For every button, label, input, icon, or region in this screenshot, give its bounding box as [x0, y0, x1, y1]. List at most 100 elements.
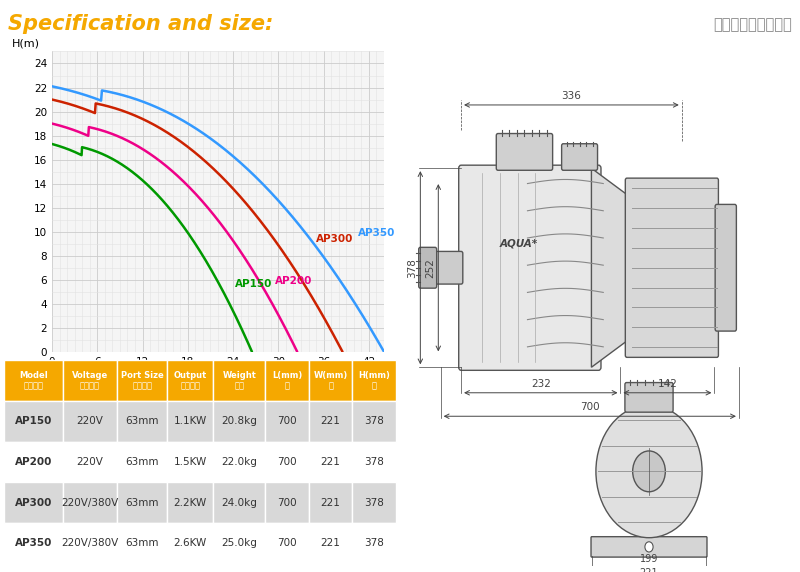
- Text: 24.0kg: 24.0kg: [222, 498, 257, 507]
- Text: 221: 221: [640, 567, 658, 572]
- Text: Output
输出功率: Output 输出功率: [174, 371, 207, 390]
- Bar: [118, 442, 167, 482]
- Bar: [309, 523, 353, 563]
- Text: 221: 221: [321, 538, 341, 548]
- Bar: [4, 442, 62, 482]
- Bar: [309, 442, 353, 482]
- Bar: [353, 482, 396, 523]
- Text: 技术参数及产品尺寸: 技术参数及产品尺寸: [714, 17, 792, 32]
- Text: 220V/380V: 220V/380V: [62, 538, 118, 548]
- Bar: [167, 360, 213, 401]
- Text: 378: 378: [364, 416, 384, 426]
- Text: Voltage
额定电压: Voltage 额定电压: [72, 371, 108, 390]
- Text: 2.2KW: 2.2KW: [174, 498, 207, 507]
- Bar: [266, 523, 309, 563]
- FancyBboxPatch shape: [458, 165, 601, 370]
- Text: Specification and size:: Specification and size:: [8, 14, 274, 34]
- Text: AQUA*: AQUA*: [499, 239, 538, 249]
- Bar: [213, 360, 266, 401]
- Text: L(mm)
长: L(mm) 长: [272, 371, 302, 390]
- Bar: [266, 442, 309, 482]
- Bar: [167, 442, 213, 482]
- Bar: [213, 401, 266, 442]
- Text: AP200: AP200: [14, 457, 52, 467]
- Text: 20.8kg: 20.8kg: [222, 416, 257, 426]
- Text: 1.5KW: 1.5KW: [174, 457, 207, 467]
- Text: 378: 378: [407, 258, 417, 277]
- Bar: [266, 482, 309, 523]
- Text: 378: 378: [364, 457, 384, 467]
- Bar: [4, 482, 62, 523]
- Bar: [4, 401, 62, 442]
- Text: 220V: 220V: [77, 416, 103, 426]
- Text: AP150: AP150: [234, 279, 272, 289]
- Text: 700: 700: [278, 498, 297, 507]
- Text: 378: 378: [364, 538, 384, 548]
- Text: W(mm)
宽: W(mm) 宽: [314, 371, 348, 390]
- Bar: [353, 401, 396, 442]
- FancyBboxPatch shape: [418, 247, 437, 288]
- Text: AP200: AP200: [274, 276, 312, 285]
- Text: 63mm: 63mm: [126, 416, 159, 426]
- Text: 63mm: 63mm: [126, 457, 159, 467]
- Text: Port Size
接口尺寸: Port Size 接口尺寸: [121, 371, 164, 390]
- Bar: [62, 482, 118, 523]
- Bar: [4, 360, 62, 401]
- Bar: [353, 523, 396, 563]
- Text: AP300: AP300: [316, 234, 354, 244]
- Bar: [62, 360, 118, 401]
- Bar: [167, 523, 213, 563]
- Text: 700: 700: [278, 538, 297, 548]
- Bar: [167, 482, 213, 523]
- Text: H(m): H(m): [12, 38, 40, 49]
- Bar: [118, 360, 167, 401]
- Bar: [353, 360, 396, 401]
- FancyBboxPatch shape: [562, 144, 598, 170]
- Text: 378: 378: [364, 498, 384, 507]
- Bar: [213, 523, 266, 563]
- FancyBboxPatch shape: [434, 252, 462, 284]
- Text: 220V: 220V: [77, 457, 103, 467]
- FancyBboxPatch shape: [626, 178, 718, 358]
- Text: AP350: AP350: [14, 538, 52, 548]
- Text: 2.6KW: 2.6KW: [174, 538, 207, 548]
- Bar: [167, 401, 213, 442]
- Text: H(mm)
高: H(mm) 高: [358, 371, 390, 390]
- Text: 221: 221: [321, 416, 341, 426]
- FancyBboxPatch shape: [715, 204, 736, 331]
- Bar: [309, 482, 353, 523]
- Bar: [213, 442, 266, 482]
- FancyBboxPatch shape: [591, 537, 707, 557]
- Text: 700: 700: [278, 457, 297, 467]
- Bar: [62, 523, 118, 563]
- Bar: [266, 401, 309, 442]
- Text: 199: 199: [640, 554, 658, 564]
- Text: 142: 142: [658, 379, 678, 389]
- Text: 221: 221: [321, 457, 341, 467]
- Text: 63mm: 63mm: [126, 538, 159, 548]
- Text: Q (m³/h): Q (m³/h): [340, 376, 384, 386]
- Text: 221: 221: [321, 498, 341, 507]
- Bar: [213, 482, 266, 523]
- Bar: [118, 523, 167, 563]
- Bar: [4, 523, 62, 563]
- Text: 700: 700: [580, 402, 600, 412]
- Bar: [353, 442, 396, 482]
- Text: 63mm: 63mm: [126, 498, 159, 507]
- Text: AP300: AP300: [14, 498, 52, 507]
- Ellipse shape: [596, 405, 702, 538]
- Text: 22.0kg: 22.0kg: [222, 457, 257, 467]
- Text: AP150: AP150: [14, 416, 52, 426]
- Bar: [62, 401, 118, 442]
- Bar: [309, 360, 353, 401]
- FancyBboxPatch shape: [625, 383, 673, 412]
- Text: 700: 700: [278, 416, 297, 426]
- Text: AP350: AP350: [358, 228, 395, 238]
- Text: 336: 336: [562, 91, 582, 101]
- Polygon shape: [591, 168, 632, 367]
- Text: 1.1KW: 1.1KW: [174, 416, 207, 426]
- Text: 25.0kg: 25.0kg: [222, 538, 257, 548]
- Bar: [62, 442, 118, 482]
- Text: Weight
重量: Weight 重量: [222, 371, 256, 390]
- Text: 252: 252: [425, 258, 435, 277]
